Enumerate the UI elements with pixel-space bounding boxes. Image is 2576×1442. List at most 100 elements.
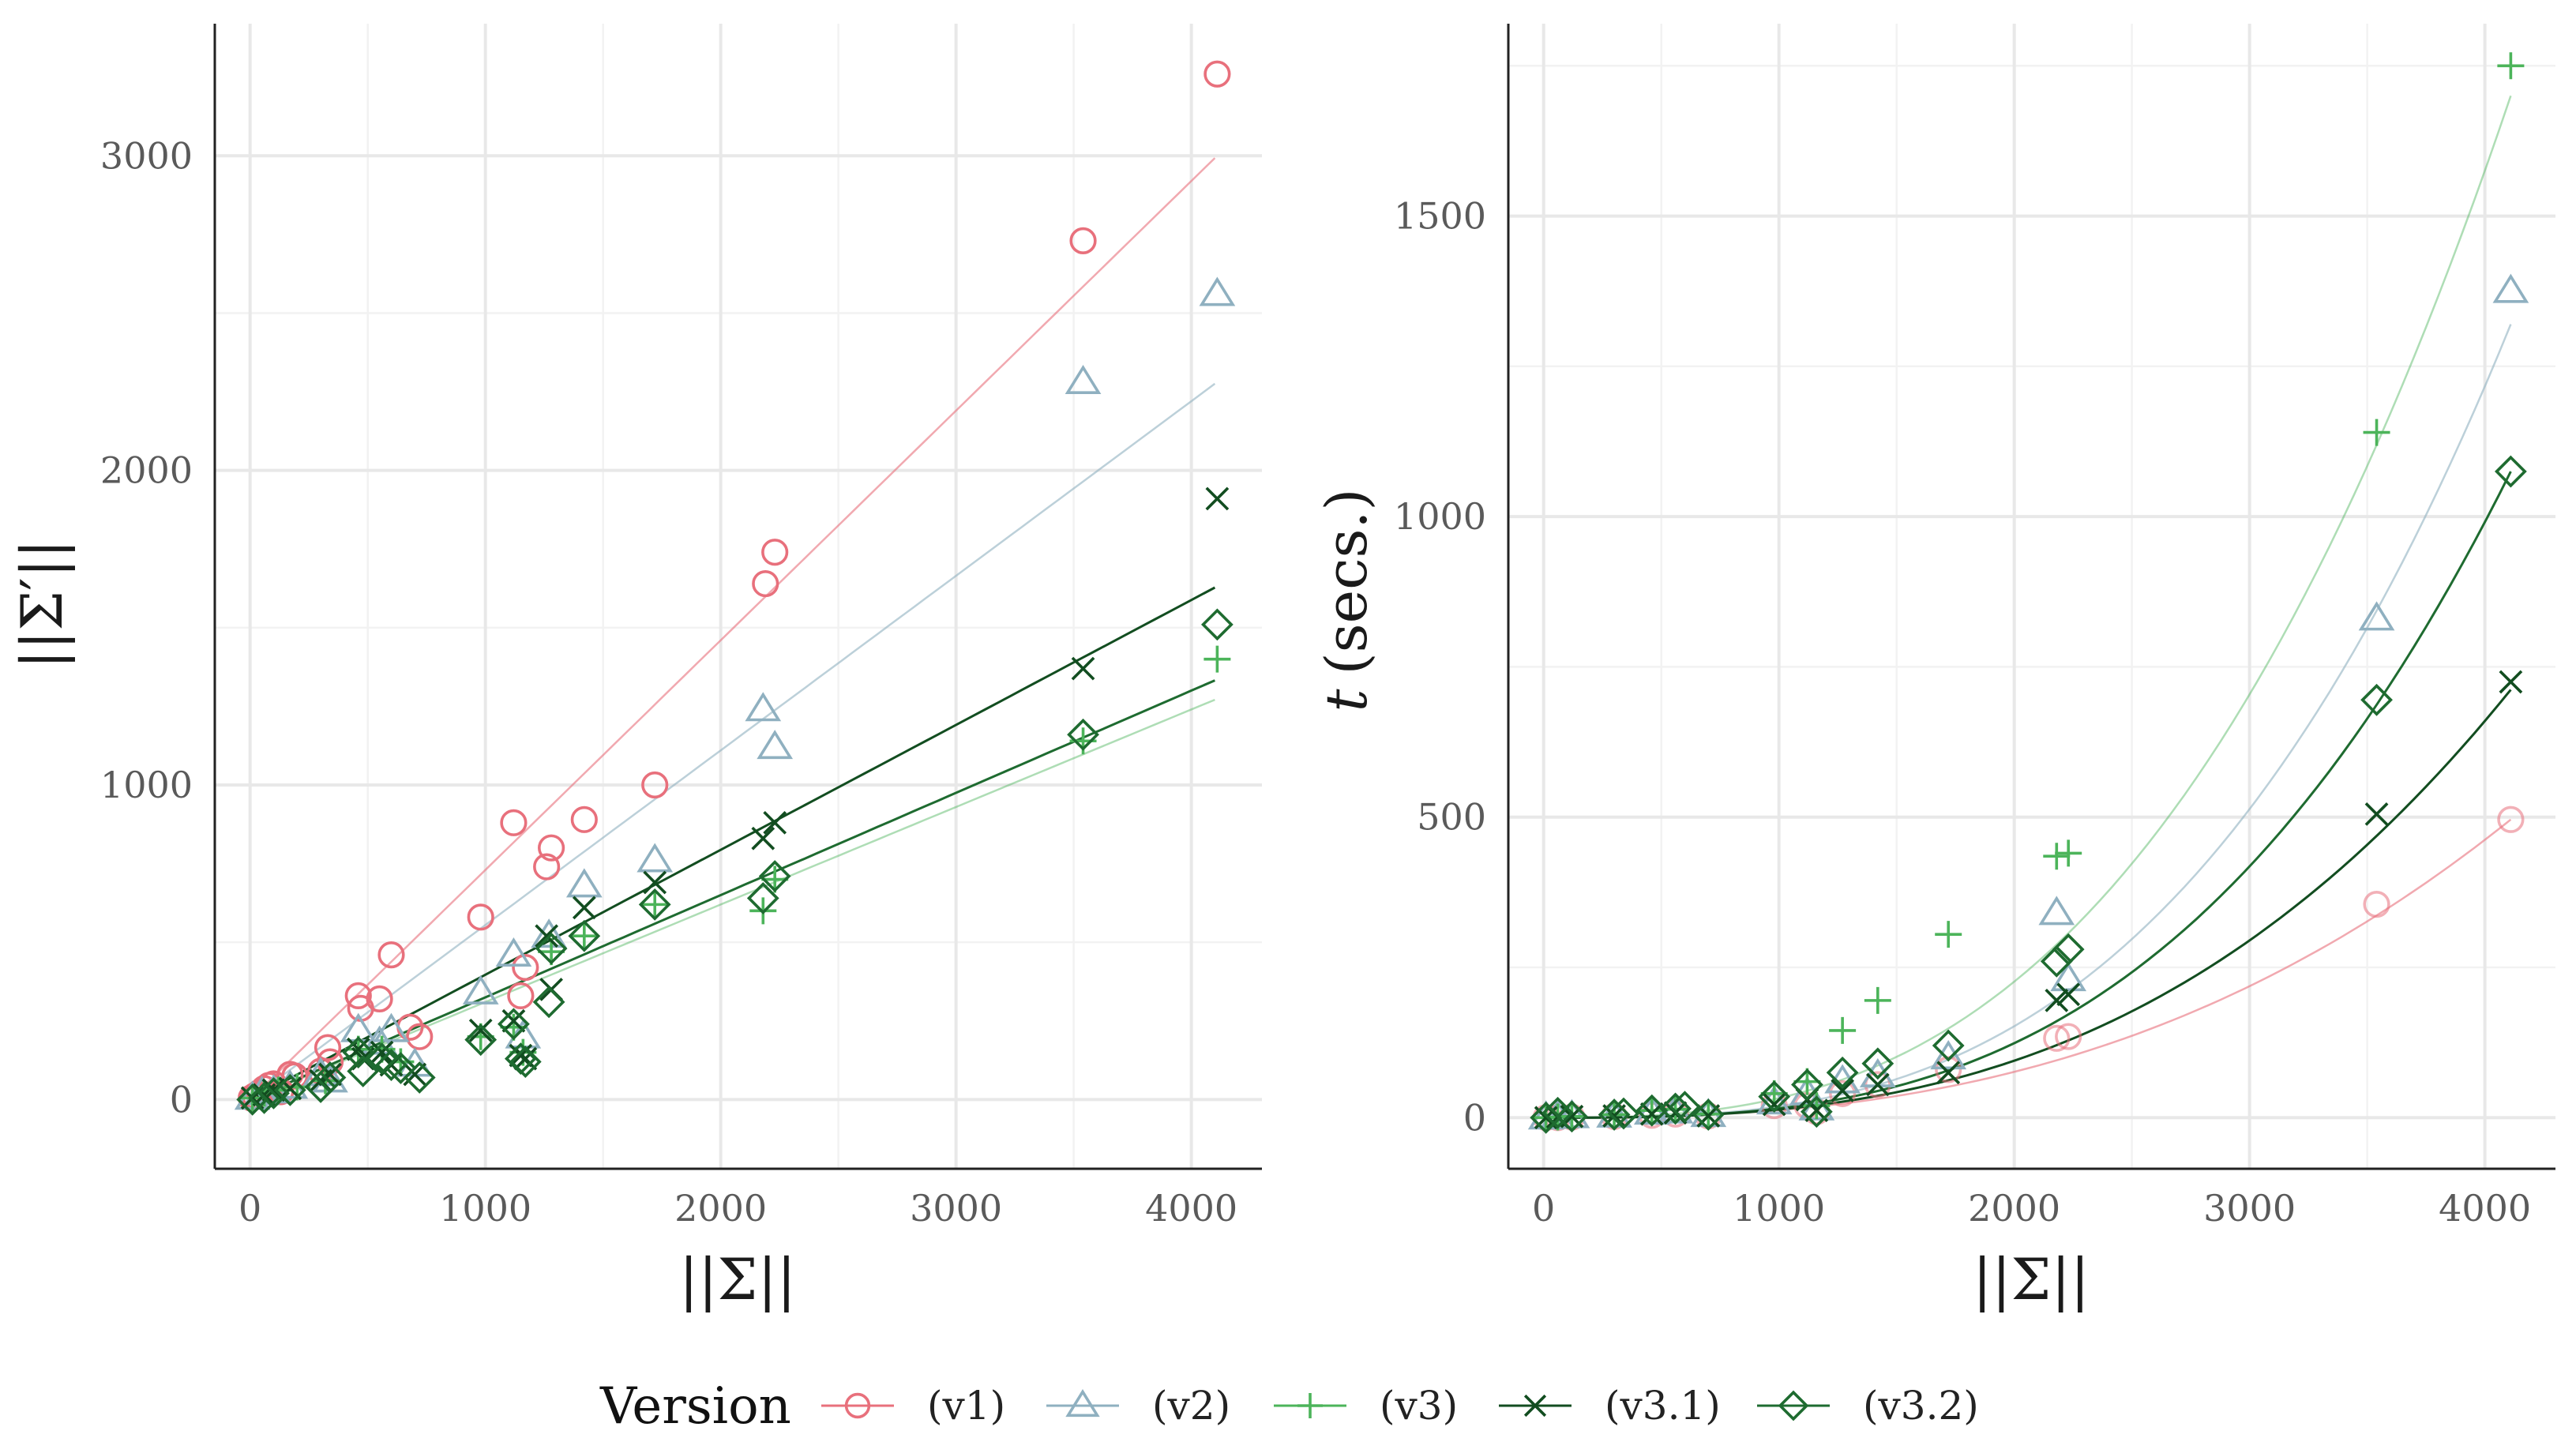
right-y-axis-title: t (secs.) xyxy=(1313,489,1380,712)
right-point-v3-2 xyxy=(2052,933,2085,966)
left-y-tick-label: 3000 xyxy=(100,134,193,177)
left-point-v1 xyxy=(761,539,789,566)
left-point-v2 xyxy=(462,974,499,1005)
right-x-tick-label: 3000 xyxy=(2203,1187,2296,1230)
right-point-v3-2 xyxy=(1826,1056,1859,1089)
left-point-v1 xyxy=(467,903,494,931)
legend-entry-v3: (v3) xyxy=(1274,1383,1458,1429)
left-point-v1 xyxy=(507,982,535,1010)
left-point-v3-2 xyxy=(509,1046,542,1078)
right-point-v3 xyxy=(1793,1068,1821,1095)
left-point-v3-1 xyxy=(513,1046,538,1071)
right-fit-lines xyxy=(1543,95,2512,1119)
right-point-v3-1 xyxy=(1936,1061,1961,1085)
left-fit-line-v1 xyxy=(249,157,1216,1101)
right-x-tick-label: 2000 xyxy=(1968,1187,2060,1230)
right-point-v2 xyxy=(2358,601,2395,631)
left-point-v3-2 xyxy=(366,1042,398,1075)
left-gridlines xyxy=(215,24,1262,1169)
left-point-v1 xyxy=(344,982,372,1010)
legend-entry-v3-2: (v3.2) xyxy=(1757,1383,1979,1429)
left-y-axis-title: ||Σ′|| xyxy=(9,539,75,669)
left-point-v3-1 xyxy=(763,810,787,835)
left-point-v3-2 xyxy=(1200,608,1234,641)
left-point-v2 xyxy=(531,918,567,948)
right-point-v1 xyxy=(2497,805,2525,833)
left-point-v3-1 xyxy=(468,1018,493,1042)
diamond-icon xyxy=(1778,1390,1809,1421)
right-point-v3 xyxy=(2055,839,2082,867)
left-point-v3-1 xyxy=(1205,486,1230,511)
left-series-v3-2 xyxy=(236,608,1234,1116)
right-fit-line-v3-2 xyxy=(1543,471,2512,1119)
left-point-v3 xyxy=(570,922,598,950)
left-point-v3-1 xyxy=(318,1062,342,1087)
legend-label-v1: (v1) xyxy=(927,1383,1005,1429)
left-point-v1 xyxy=(500,809,528,836)
right-point-v3-2 xyxy=(1556,1100,1588,1133)
left-fit-lines xyxy=(249,157,1216,1101)
left-point-v3-2 xyxy=(314,1061,347,1094)
left-point-v3 xyxy=(641,891,669,918)
right-x-tick-label: 4000 xyxy=(2439,1187,2531,1230)
triangle-icon xyxy=(1065,1388,1100,1418)
left-point-v3-2 xyxy=(403,1061,436,1094)
right-point-v3-2 xyxy=(1607,1097,1640,1130)
left-point-v3-2 xyxy=(304,1071,337,1103)
right-point-v2 xyxy=(2038,896,2075,926)
right-point-v3-1 xyxy=(1639,1102,1664,1126)
right-point-v3 xyxy=(2497,52,2525,80)
legend-label-v3-1: (v3.1) xyxy=(1605,1383,1721,1429)
left-series-v2 xyxy=(234,276,1236,1110)
right-point-v3-2 xyxy=(1635,1094,1669,1127)
left-point-v2 xyxy=(373,1012,410,1042)
left-x-tick-label: 2000 xyxy=(674,1187,767,1230)
right-point-v1 xyxy=(2055,1023,2082,1050)
left-point-v1 xyxy=(533,853,561,881)
right-point-v1 xyxy=(2043,1024,2071,1052)
right-fit-line-v1 xyxy=(1543,818,2512,1119)
left-point-v1 xyxy=(1069,227,1097,254)
left-point-v3-2 xyxy=(504,1042,537,1075)
left-point-v3-1 xyxy=(643,870,667,895)
right-x-tick-label: 0 xyxy=(1532,1187,1555,1230)
right-point-v3 xyxy=(2043,843,2071,870)
right-point-v3 xyxy=(1638,1097,1665,1125)
right-point-v3-2 xyxy=(1598,1098,1631,1131)
right-x-tick-label: 1000 xyxy=(1733,1187,1825,1230)
left-y-tick-label: 1000 xyxy=(100,764,193,806)
left-point-v1 xyxy=(377,941,405,969)
left-point-v3-2 xyxy=(1067,718,1099,751)
legend: Version (v1) (v2) (v3) (v3.1) (v3.2) xyxy=(599,1377,1979,1436)
right-point-v1 xyxy=(1935,1056,1962,1083)
left-point-v3-2 xyxy=(638,888,671,921)
right-point-v2 xyxy=(1756,1085,1793,1115)
left-point-v1 xyxy=(538,834,565,862)
right-point-v1 xyxy=(1829,1080,1857,1107)
left-point-v3-2 xyxy=(375,1049,407,1081)
left-x-tick-label: 3000 xyxy=(910,1187,1002,1230)
left-point-v2 xyxy=(1065,364,1102,395)
left-point-v3-2 xyxy=(273,1074,306,1106)
left-point-v3-1 xyxy=(370,1040,394,1065)
right-point-v3-1 xyxy=(1762,1092,1786,1117)
legend-label-v2: (v2) xyxy=(1152,1383,1230,1429)
left-point-v1 xyxy=(406,1023,434,1050)
right-point-v3-2 xyxy=(1861,1047,1894,1080)
left-point-v2 xyxy=(565,868,603,898)
left-fit-line-v3 xyxy=(250,698,1215,1101)
right-point-v3-2 xyxy=(2040,945,2073,978)
left-point-v2 xyxy=(757,730,794,760)
left-point-v3 xyxy=(1204,645,1231,673)
left-fit-line-v2 xyxy=(249,382,1216,1101)
left-x-tick-label: 1000 xyxy=(439,1187,531,1230)
left-x-tick-label: 0 xyxy=(238,1187,261,1230)
right-y-tick-label: 0 xyxy=(1463,1096,1486,1139)
left-panel-sigma-prime: 0 1000 2000 3000 4000 0 1000 2000 3000 xyxy=(100,24,1262,1230)
left-point-v1 xyxy=(512,953,539,982)
right-point-v3-2 xyxy=(1791,1068,1823,1101)
right-point-v3-1 xyxy=(1831,1079,1855,1102)
right-point-v3-2 xyxy=(1800,1095,1833,1128)
left-point-v3-2 xyxy=(342,1036,375,1069)
right-point-v3 xyxy=(1829,1016,1857,1044)
